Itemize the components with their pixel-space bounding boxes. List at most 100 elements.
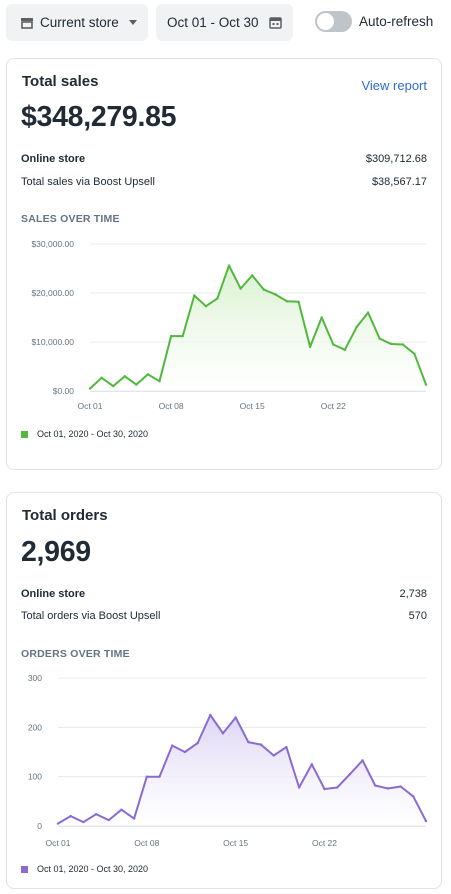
breakdown-row: Total sales via Boost Upsell $38,567.17 <box>21 176 427 188</box>
total-orders-card: Total orders 2,969 Online store 2,738 To… <box>6 492 442 889</box>
data-point <box>332 343 335 346</box>
data-point <box>145 775 149 778</box>
data-point <box>374 784 377 787</box>
data-point <box>88 387 92 390</box>
breakdown-label: Total sales via Boost Upsell <box>21 176 155 188</box>
data-point <box>247 740 250 744</box>
data-point <box>412 795 415 798</box>
data-point <box>348 773 352 776</box>
y-tick-label: 0 <box>37 821 42 831</box>
y-tick-label: 200 <box>28 722 42 732</box>
data-point <box>56 822 60 825</box>
card-title: Total orders <box>22 507 108 524</box>
data-point <box>120 808 123 811</box>
data-point <box>361 759 364 762</box>
data-point <box>386 787 390 790</box>
data-point <box>335 786 339 789</box>
data-point <box>399 785 402 788</box>
orders-chart: 0 100 200 300 Oct 01 Oct 08 Oct 15 Oct 22 <box>28 673 428 848</box>
breakdown-value: $309,712.68 <box>365 153 427 165</box>
data-point <box>413 352 416 355</box>
data-point <box>111 384 115 388</box>
breakdown-row: Online store $309,712.68 <box>21 153 427 165</box>
data-point <box>297 786 301 789</box>
y-tick-label: $30,000.00 <box>31 239 74 249</box>
chart-heading: ORDERS OVER TIME <box>21 648 130 660</box>
x-tick-label: Oct 22 <box>321 401 346 411</box>
data-point <box>285 745 288 749</box>
data-point <box>135 383 138 386</box>
data-point <box>193 294 196 297</box>
data-point <box>310 763 313 766</box>
breakdown-value: 570 <box>408 610 427 622</box>
data-point <box>146 373 150 376</box>
x-tick-label: Oct 08 <box>134 838 159 848</box>
series-line <box>57 714 427 825</box>
sales-chart: $0.00 $10,000.00 $20,000.00 $30,000.00 Oct 0… <box>31 239 428 411</box>
breakdown-label: Total orders via Boost Upsell <box>21 610 161 622</box>
data-point <box>308 345 312 349</box>
total-orders-value: 2,969 <box>21 536 91 568</box>
x-tick-label: Oct 15 <box>223 838 248 848</box>
data-point <box>82 820 85 824</box>
toggle-knob <box>317 13 334 30</box>
data-point <box>297 300 300 304</box>
chart-legend: Oct 01, 2020 - Oct 30, 2020 <box>21 429 148 439</box>
toolbar: Current store Oct 01 - Oct 30 Auto-refre… <box>0 0 451 48</box>
data-point <box>216 297 219 300</box>
data-point <box>355 326 358 329</box>
y-tick-label: $20,000.00 <box>31 288 74 298</box>
data-point <box>171 744 174 747</box>
date-range-label: Oct 01 - Oct 30 <box>167 15 259 30</box>
view-report-link[interactable]: View report <box>361 78 427 93</box>
legend-swatch <box>21 430 28 438</box>
data-point <box>158 775 161 778</box>
data-point <box>262 288 265 291</box>
x-tick-label: Oct 08 <box>159 401 184 411</box>
data-point <box>239 287 242 290</box>
data-point <box>69 814 72 818</box>
data-point <box>323 787 326 791</box>
store-selector-button[interactable]: Current store <box>6 4 148 41</box>
data-point <box>366 311 370 314</box>
data-point <box>123 375 126 378</box>
data-point <box>274 293 277 296</box>
breakdown-value: 2,738 <box>399 588 427 600</box>
store-icon <box>21 17 33 29</box>
data-point <box>424 383 428 386</box>
breakdown-label: Online store <box>21 153 86 165</box>
y-tick-label: 100 <box>28 772 42 782</box>
legend-label: Oct 01, 2020 - Oct 30, 2020 <box>37 864 149 874</box>
data-point <box>107 818 110 822</box>
data-point <box>158 380 161 383</box>
data-point <box>100 376 103 379</box>
total-sales-card: Total sales View report $348,279.85 Onli… <box>6 58 442 470</box>
y-tick-label: $0.00 <box>53 386 75 396</box>
data-point <box>320 316 323 319</box>
x-tick-label: Oct 22 <box>312 838 337 848</box>
y-tick-label: 300 <box>28 673 42 683</box>
data-point <box>181 334 184 338</box>
data-point <box>272 754 275 757</box>
x-tick-label: Oct 01 <box>77 401 102 411</box>
data-point <box>204 305 208 308</box>
x-tick-label: Oct 01 <box>45 838 70 848</box>
data-point <box>209 713 212 717</box>
total-sales-value: $348,279.85 <box>21 101 177 133</box>
y-tick-label: $10,000.00 <box>31 337 74 347</box>
data-point <box>343 348 347 352</box>
date-range-button[interactable]: Oct 01 - Oct 30 <box>156 4 293 41</box>
store-selector-label: Current store <box>40 15 119 30</box>
data-point <box>94 812 98 816</box>
auto-refresh-toggle[interactable] <box>315 11 352 32</box>
calendar-icon <box>269 17 282 29</box>
legend-label: Oct 01, 2020 - Oct 30, 2020 <box>37 429 149 439</box>
breakdown-value: $38,567.17 <box>371 176 427 188</box>
data-point <box>234 716 237 719</box>
chart-legend: Oct 01, 2020 - Oct 30, 2020 <box>21 864 148 874</box>
breakdown-row: Total orders via Boost Upsell 570 <box>21 610 427 622</box>
series-line <box>89 264 427 390</box>
data-point <box>259 743 263 746</box>
series-area <box>58 715 426 826</box>
data-point <box>196 741 199 745</box>
